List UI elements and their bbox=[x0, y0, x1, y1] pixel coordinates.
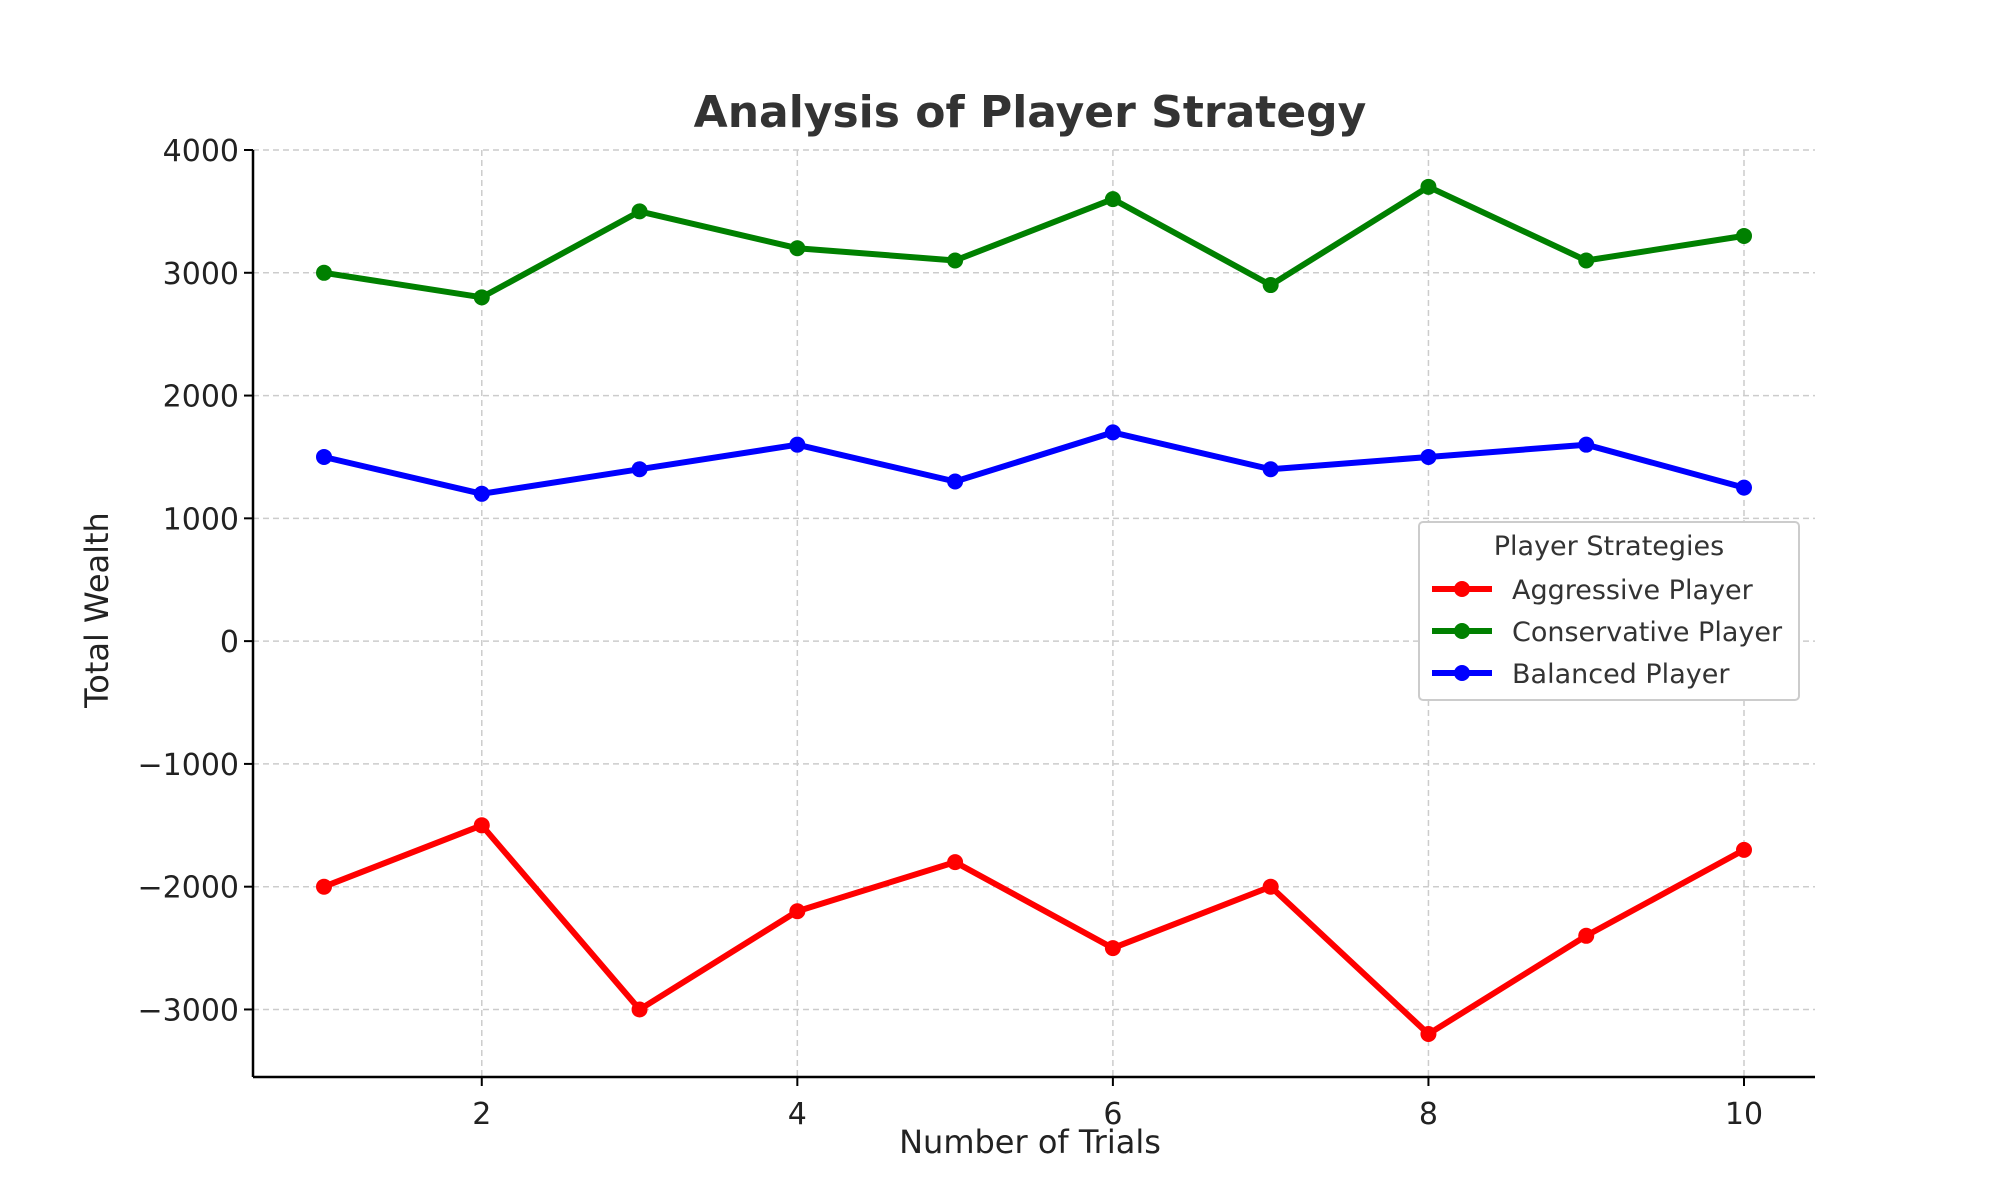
legend-title: Player Strategies bbox=[1494, 531, 1725, 562]
data-point-balanced-player bbox=[1420, 448, 1437, 465]
data-point-conservative-player bbox=[1578, 252, 1595, 269]
axes: 2 4 6 8 10 −3000 −2000 −1000 0 1000 2000 3000 4000 bbox=[138, 134, 1815, 1132]
legend-item-conservative-player: Conservative Player bbox=[1432, 617, 1783, 648]
legend-marker bbox=[1454, 623, 1470, 639]
y-tick-label: −1000 bbox=[138, 748, 239, 783]
data-point-balanced-player bbox=[631, 461, 648, 478]
series-layer bbox=[316, 178, 1752, 1043]
x-tick-label: 2 bbox=[472, 1097, 491, 1132]
chart-title: Analysis of Player Strategy bbox=[694, 87, 1367, 138]
data-point-balanced-player bbox=[1262, 461, 1279, 478]
data-point-aggressive-player bbox=[316, 878, 332, 895]
y-axis-label: Total Wealth bbox=[78, 512, 116, 709]
data-point-conservative-player bbox=[947, 252, 964, 269]
data-point-balanced-player bbox=[473, 485, 490, 502]
data-point-aggressive-player bbox=[1578, 927, 1595, 944]
data-point-aggressive-player bbox=[789, 903, 806, 920]
data-point-conservative-player bbox=[473, 289, 490, 306]
legend: Player Strategies Aggressive Player Conse… bbox=[1418, 521, 1800, 701]
series-line-balanced-player bbox=[321, 429, 1747, 497]
x-tick-label: 4 bbox=[788, 1097, 807, 1132]
data-point-balanced-player bbox=[1104, 424, 1121, 441]
legend-box bbox=[1418, 521, 1800, 701]
data-point-balanced-player bbox=[316, 448, 332, 465]
y-tick-label: 1000 bbox=[163, 502, 239, 537]
y-tick-label: −2000 bbox=[138, 871, 239, 906]
data-point-conservative-player bbox=[789, 240, 806, 257]
data-point-balanced-player bbox=[1578, 436, 1595, 453]
data-point-balanced-player bbox=[947, 473, 964, 490]
x-axis-label: Number of Trials bbox=[899, 1123, 1161, 1161]
y-tick-label: 2000 bbox=[163, 380, 239, 415]
data-point-aggressive-player bbox=[947, 854, 964, 871]
legend-label: Conservative Player bbox=[1512, 617, 1783, 648]
data-point-aggressive-player bbox=[1420, 1026, 1437, 1043]
legend-label: Aggressive Player bbox=[1512, 575, 1754, 606]
y-tick-label: 0 bbox=[220, 625, 239, 660]
data-point-aggressive-player bbox=[631, 1001, 648, 1018]
legend-item-aggressive-player: Aggressive Player bbox=[1432, 575, 1754, 606]
data-point-balanced-player bbox=[789, 436, 806, 453]
data-point-aggressive-player bbox=[1262, 878, 1279, 895]
series-balanced-player bbox=[316, 424, 1752, 502]
data-point-aggressive-player bbox=[473, 817, 490, 834]
series-conservative-player bbox=[316, 178, 1752, 306]
legend-label: Balanced Player bbox=[1512, 659, 1730, 690]
series-line-conservative-player bbox=[321, 183, 1747, 301]
series-line-aggressive-player bbox=[321, 822, 1747, 1037]
data-point-aggressive-player bbox=[1736, 841, 1752, 858]
x-tick-label: 6 bbox=[1103, 1097, 1122, 1132]
x-tick-label: 8 bbox=[1419, 1097, 1438, 1132]
legend-marker bbox=[1454, 665, 1470, 681]
data-point-conservative-player bbox=[1262, 277, 1279, 294]
series-aggressive-player bbox=[316, 817, 1752, 1043]
legend-item-balanced-player: Balanced Player bbox=[1432, 659, 1730, 690]
data-point-conservative-player bbox=[316, 264, 332, 281]
data-point-conservative-player bbox=[1420, 178, 1437, 195]
legend-marker bbox=[1454, 581, 1470, 597]
x-tick-label: 10 bbox=[1725, 1097, 1763, 1132]
y-tick-label: −3000 bbox=[138, 993, 239, 1028]
data-point-conservative-player bbox=[631, 203, 648, 220]
data-point-conservative-player bbox=[1104, 191, 1121, 208]
data-point-balanced-player bbox=[1736, 479, 1752, 496]
y-tick-label: 4000 bbox=[163, 134, 239, 169]
data-point-aggressive-player bbox=[1104, 940, 1121, 957]
data-point-conservative-player bbox=[1736, 227, 1752, 244]
y-tick-label: 3000 bbox=[163, 257, 239, 292]
